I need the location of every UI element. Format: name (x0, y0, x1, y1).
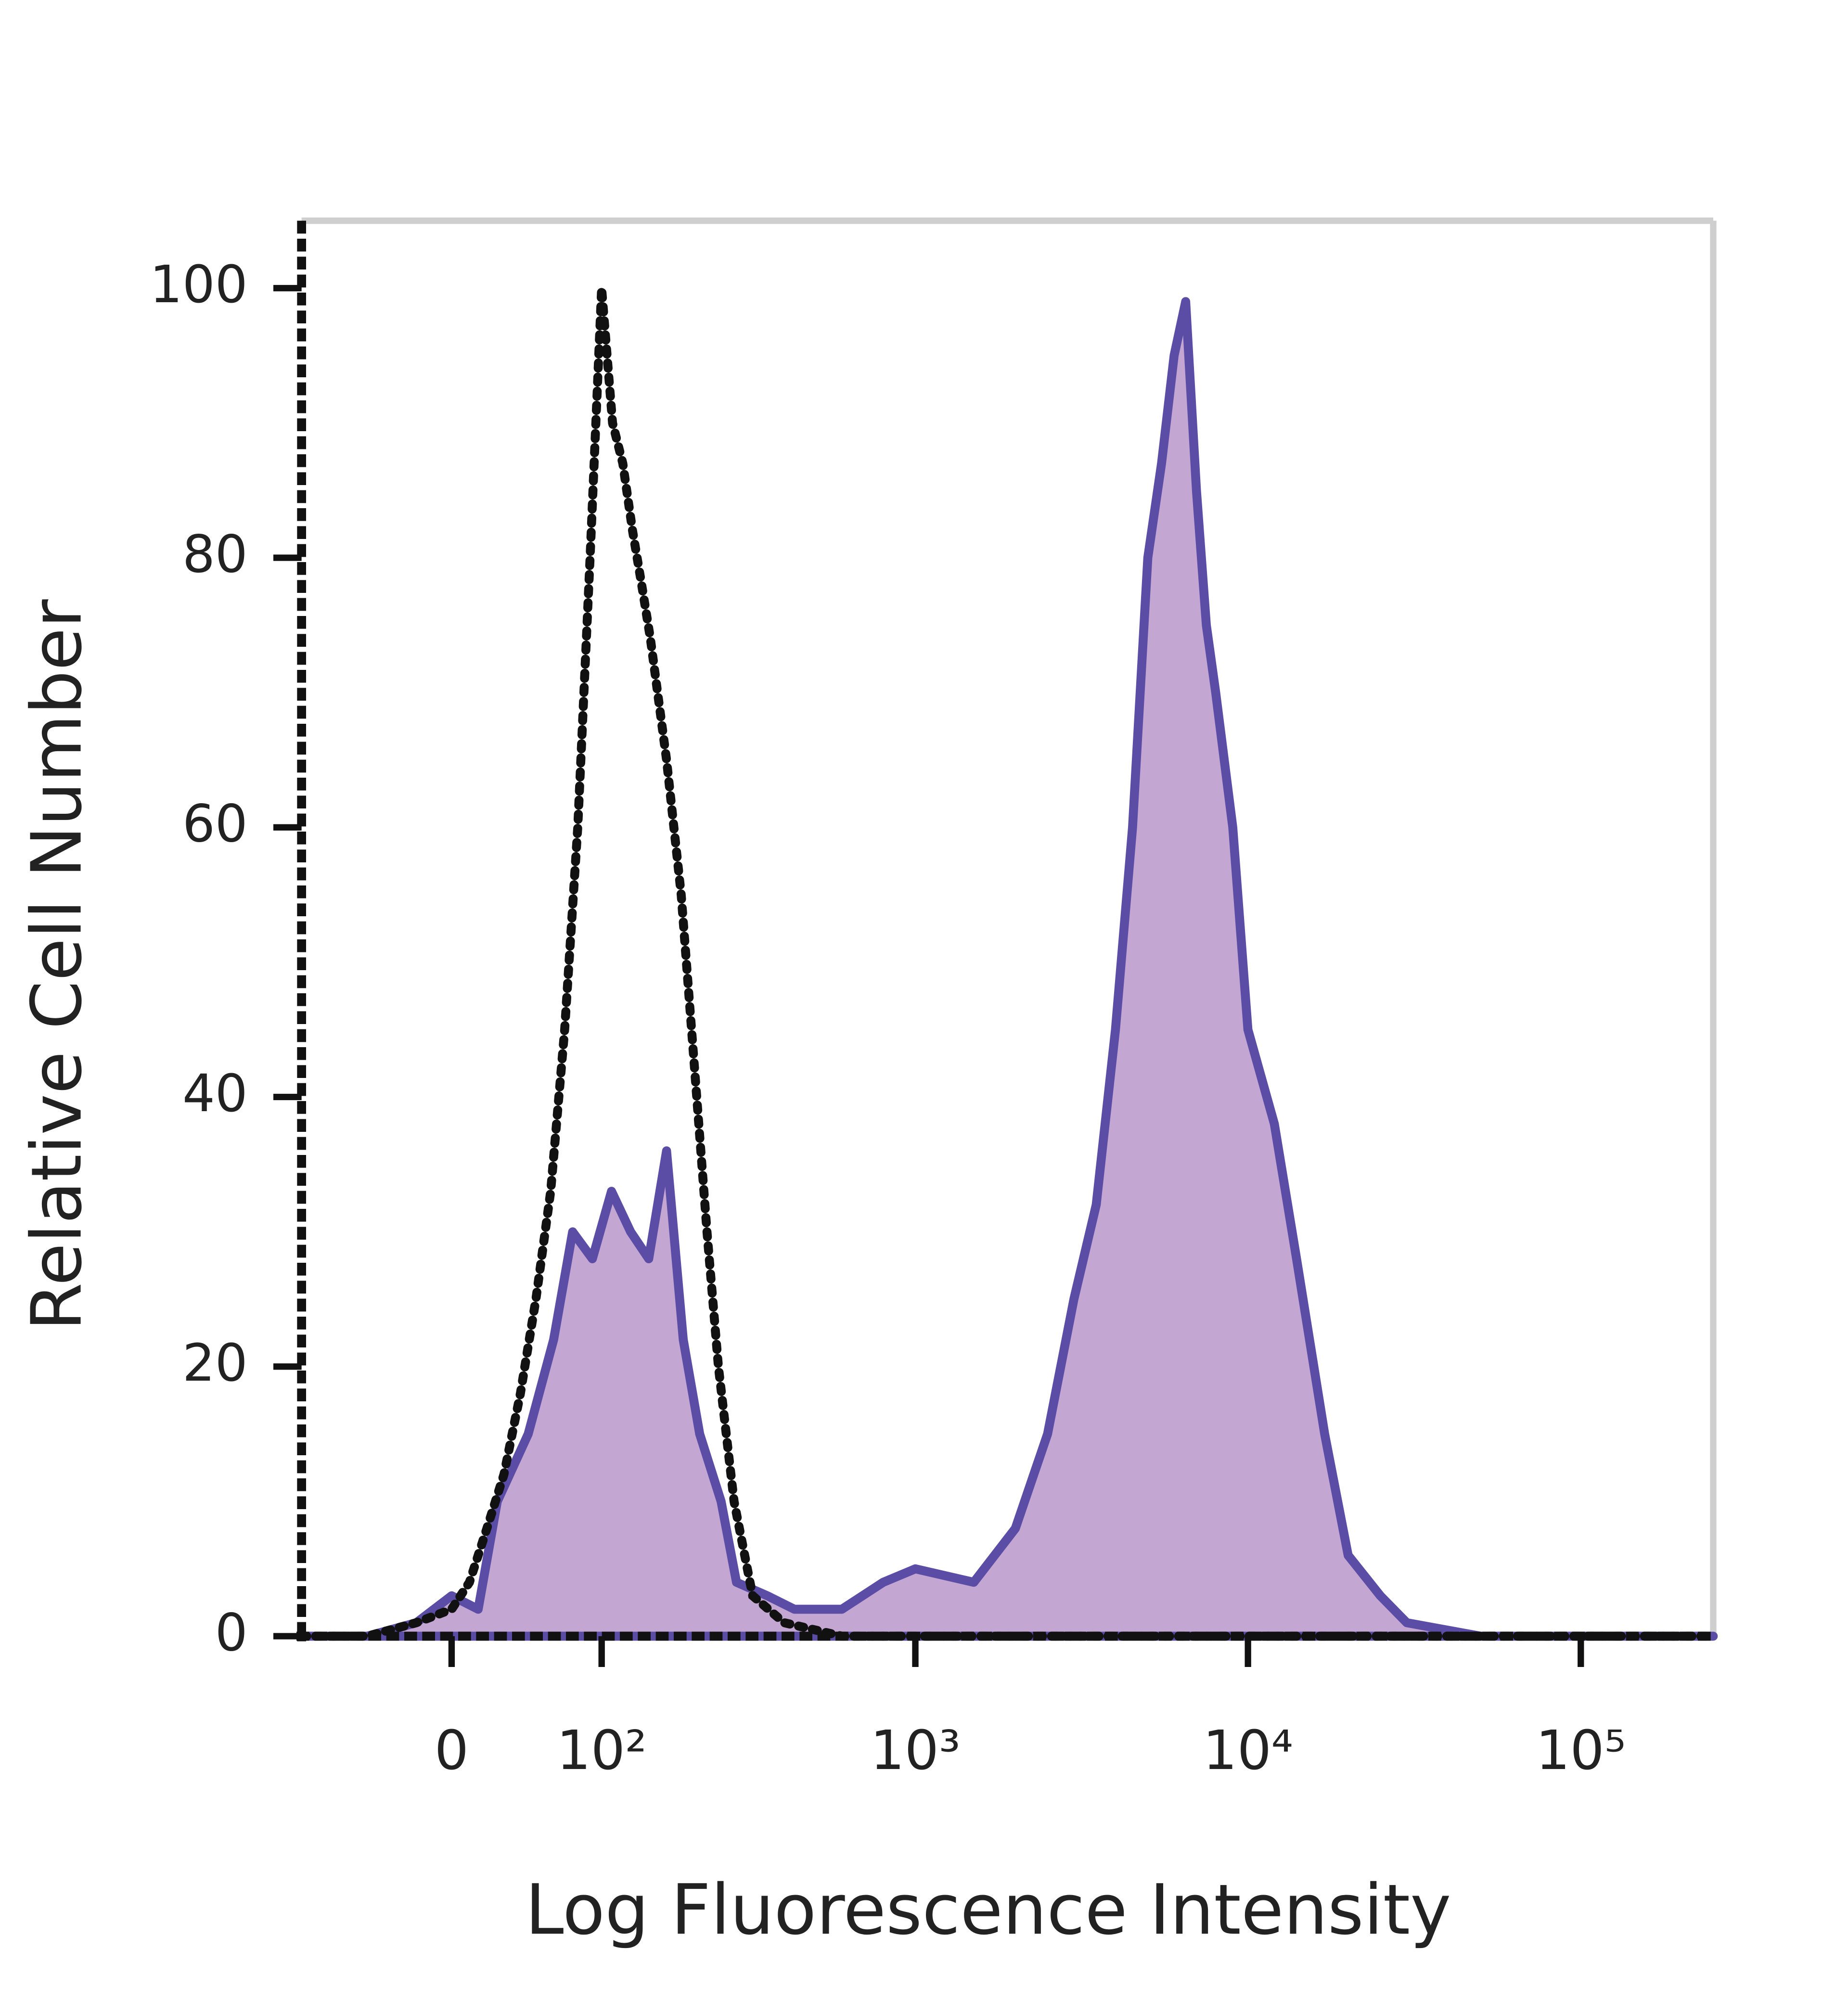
y-tick-label: 0 (215, 1603, 248, 1663)
y-tick-label: 20 (182, 1333, 248, 1393)
y-tick-label: 100 (150, 255, 248, 315)
x-tick-label: 10⁵ (1536, 1719, 1626, 1782)
y-tick-label: 40 (182, 1064, 248, 1124)
x-tick-label: 0 (435, 1719, 469, 1782)
y-axis-title: Relative Cell Number (16, 599, 97, 1331)
x-tick-label: 10⁴ (1203, 1719, 1293, 1782)
y-tick-label: 60 (182, 795, 248, 854)
x-axis-title: Log Fluorescence Intensity (525, 1869, 1451, 1950)
x-tick-label: 10³ (870, 1719, 960, 1782)
x-tick-label: 10² (556, 1719, 646, 1782)
histogram-filled (297, 297, 1718, 1641)
y-tick-label: 80 (182, 525, 248, 584)
histogram-control (297, 287, 1718, 1641)
